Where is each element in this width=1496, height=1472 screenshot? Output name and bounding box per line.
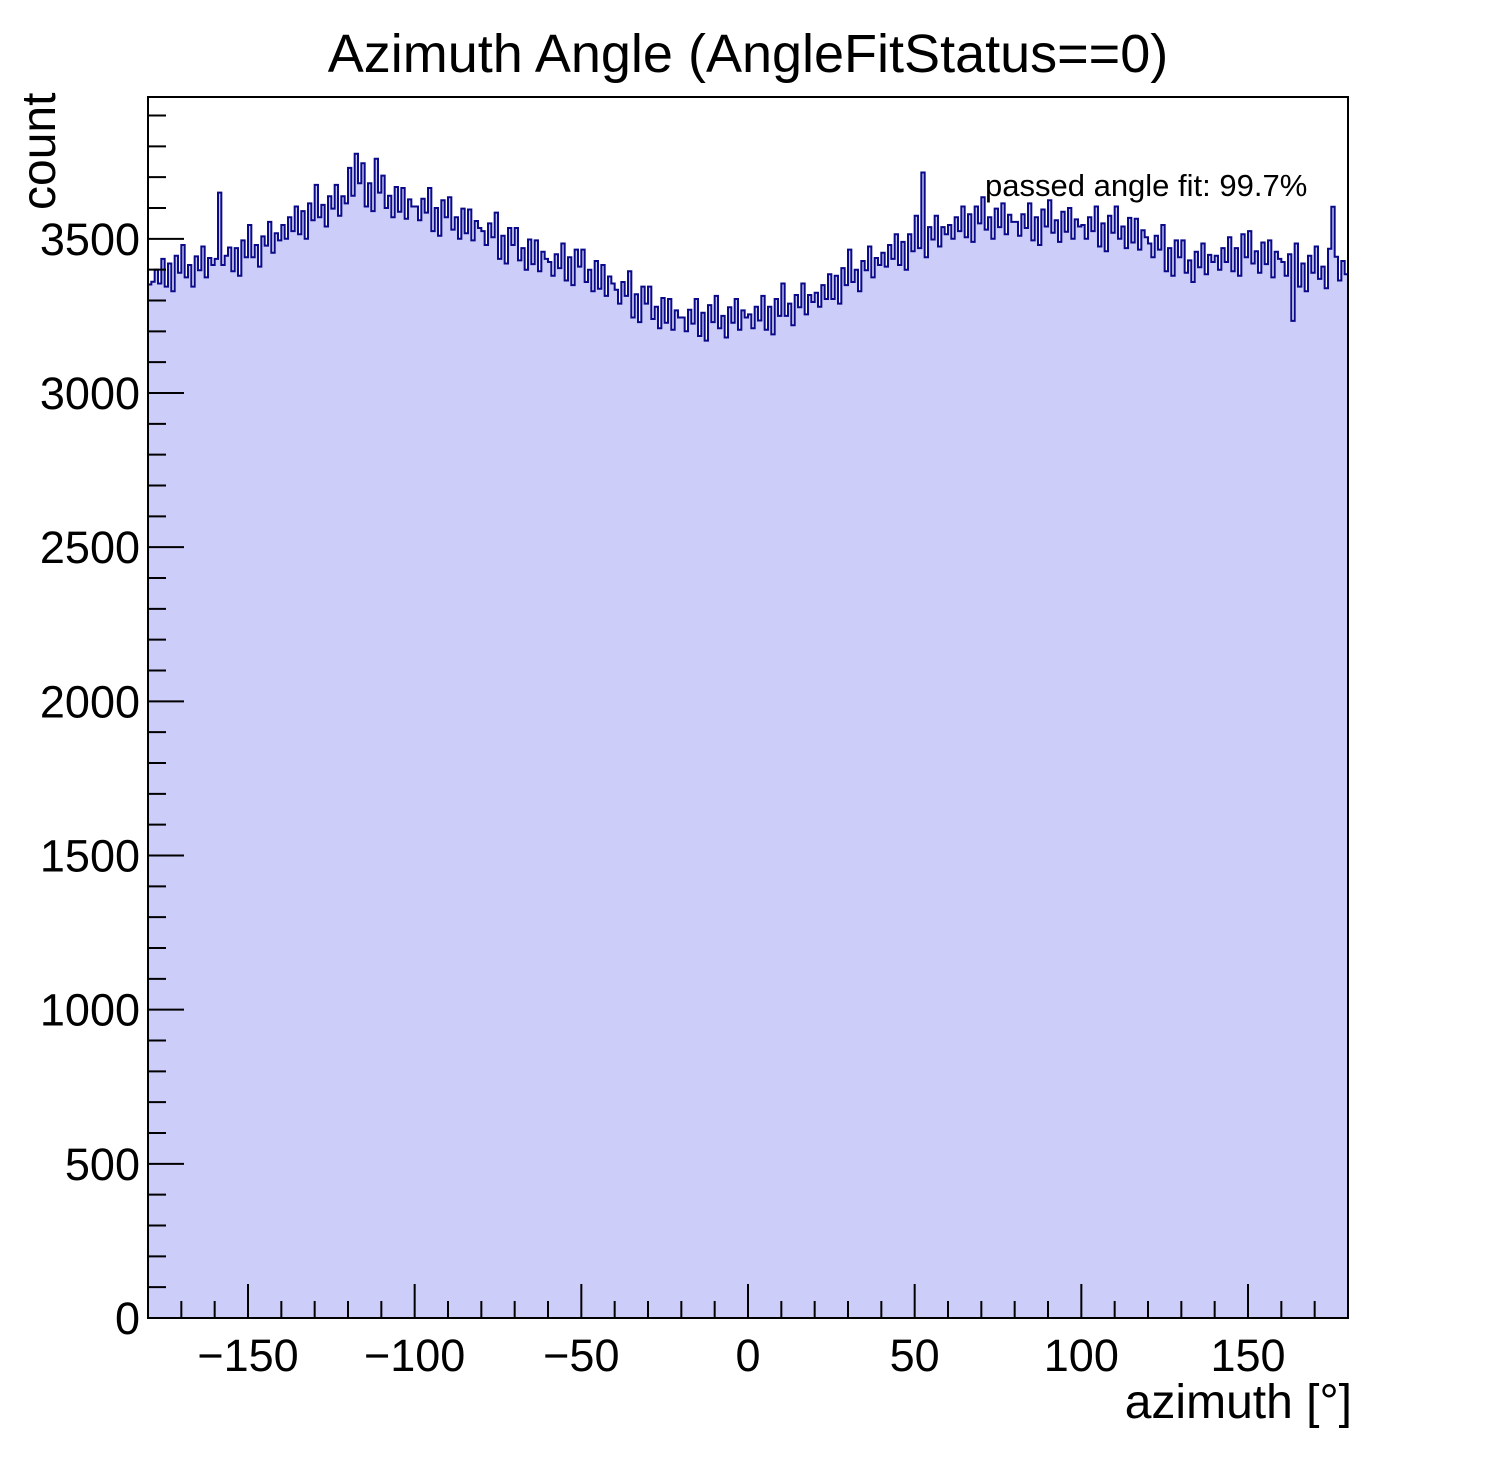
x-tick-label: 150 [1210,1330,1285,1381]
y-tick-label: 500 [65,1139,140,1190]
annotation-text: passed angle fit: 99.7% [985,168,1307,203]
histogram-fill [148,153,1348,1318]
y-tick-label: 1500 [40,831,140,882]
y-axis-ticks [148,114,184,1319]
x-tick-label: −50 [543,1330,619,1381]
y-axis-title: count [13,93,66,210]
y-tick-label: 0 [115,1293,140,1344]
histogram-outline [148,152,1348,342]
y-axis-tick-labels: 0 500 1000 1500 2000 2500 3000 3500 [40,214,140,1344]
y-tick-label: 2000 [40,676,140,727]
y-tick-label: 1000 [40,985,140,1036]
y-tick-label: 3500 [40,214,140,265]
x-tick-label: −150 [197,1330,298,1381]
x-axis-ticks [147,1284,1349,1318]
x-axis-title: azimuth [°] [1125,1376,1352,1429]
x-axis-tick-labels: −150 −100 −50 0 50 100 150 [197,1330,1285,1381]
x-tick-label: 100 [1044,1330,1119,1381]
x-tick-label: 50 [890,1330,940,1381]
plot-title: Azimuth Angle (AngleFitStatus==0) [328,24,1168,84]
y-tick-label: 3000 [40,368,140,419]
x-tick-label: −100 [364,1330,465,1381]
y-tick-label: 2500 [40,522,140,573]
x-tick-label: 0 [735,1330,760,1381]
